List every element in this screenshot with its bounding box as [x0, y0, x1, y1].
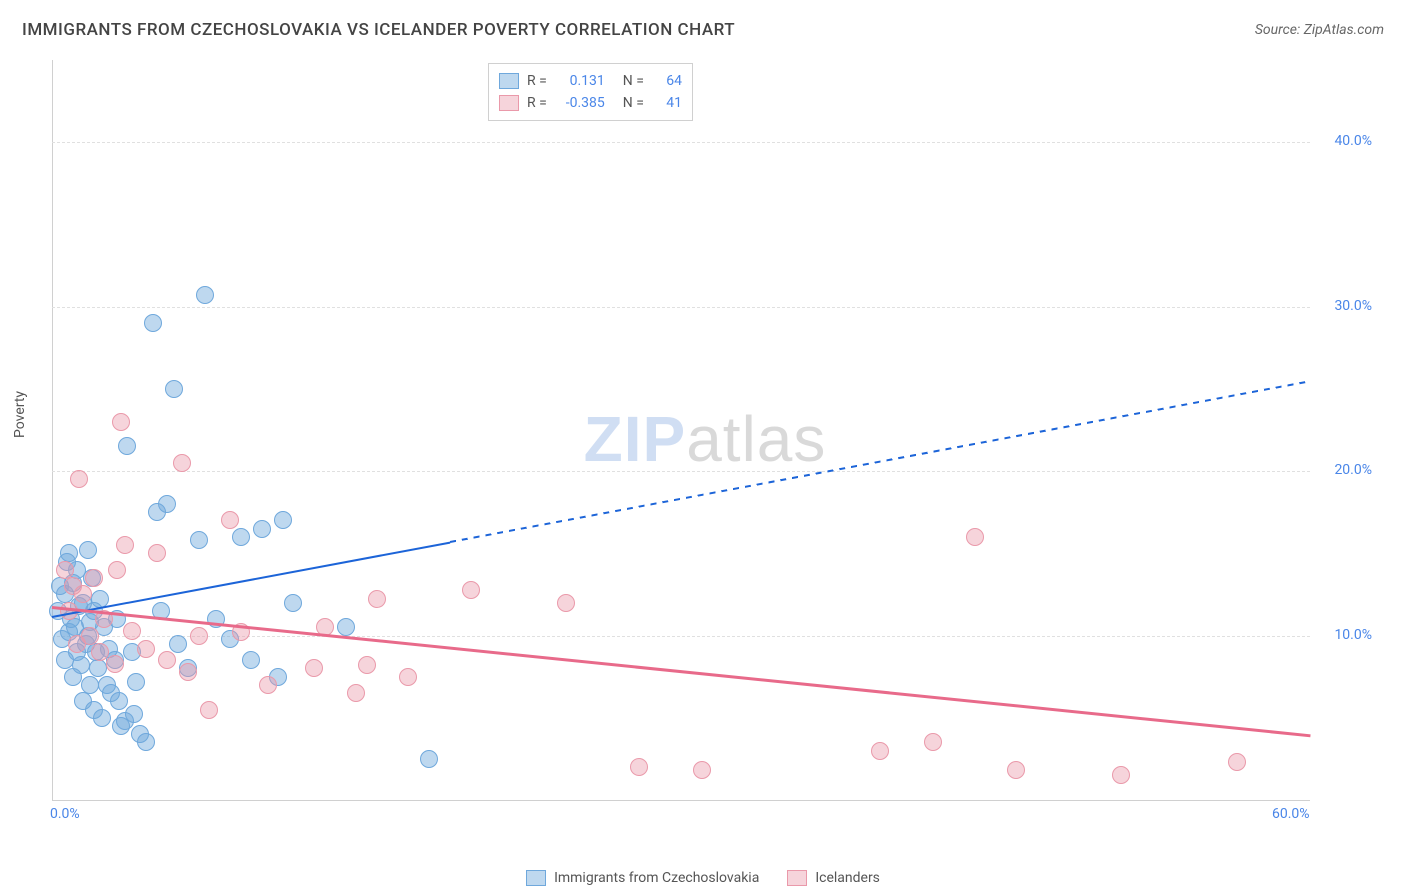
legend-r-value: -0.385: [555, 92, 605, 114]
trendline: [52, 541, 451, 617]
data-point: [966, 528, 984, 546]
data-point: [259, 676, 277, 694]
data-point: [242, 651, 260, 669]
data-point: [158, 651, 176, 669]
legend-swatch: [526, 870, 546, 886]
data-point: [110, 692, 128, 710]
data-point: [337, 618, 355, 636]
data-point: [72, 656, 90, 674]
data-point: [118, 437, 136, 455]
data-point: [1228, 753, 1246, 771]
data-point: [137, 640, 155, 658]
data-point: [179, 663, 197, 681]
data-point: [190, 627, 208, 645]
data-point: [924, 733, 942, 751]
data-point: [79, 541, 97, 559]
y-tick-label: 40.0%: [1312, 133, 1372, 149]
legend-n-value: 64: [652, 70, 682, 92]
gridline: [52, 307, 1310, 308]
plot-area: ZIPatlas 10.0%20.0%30.0%40.0%0.0%60.0%: [50, 60, 1360, 830]
data-point: [221, 511, 239, 529]
gridline: [52, 471, 1310, 472]
data-point: [693, 761, 711, 779]
data-point: [368, 590, 386, 608]
data-point: [284, 594, 302, 612]
legend-row: R = 0.131 N = 64: [499, 70, 682, 92]
data-point: [1112, 766, 1130, 784]
legend-row: R = -0.385 N = 41: [499, 92, 682, 114]
data-point: [305, 659, 323, 677]
bottom-legend-item: Immigrants from Czechoslovakia: [526, 870, 759, 886]
data-point: [123, 622, 141, 640]
legend-n-label: N =: [623, 92, 644, 114]
data-point: [190, 531, 208, 549]
data-point: [173, 454, 191, 472]
data-point: [165, 380, 183, 398]
source-label: Source: ZipAtlas.com: [1255, 22, 1384, 38]
data-point: [81, 676, 99, 694]
data-point: [274, 511, 292, 529]
y-tick-label: 30.0%: [1312, 298, 1372, 314]
legend-series-name: Immigrants from Czechoslovakia: [554, 870, 759, 886]
data-point: [116, 536, 134, 554]
legend-r-label: R =: [527, 92, 547, 114]
data-point: [169, 635, 187, 653]
data-point: [125, 705, 143, 723]
data-point: [347, 684, 365, 702]
trendline: [52, 606, 1310, 737]
legend-correlation-box: R = 0.131 N = 64 R = -0.385 N = 41: [488, 63, 693, 121]
x-axis: [52, 800, 1310, 801]
data-point: [557, 594, 575, 612]
data-point: [74, 585, 92, 603]
data-point: [108, 561, 126, 579]
chart-area: ZIPatlas 10.0%20.0%30.0%40.0%0.0%60.0% R…: [50, 60, 1360, 830]
data-point: [106, 655, 124, 673]
data-point: [158, 495, 176, 513]
data-point: [93, 709, 111, 727]
legend-r-value: 0.131: [555, 70, 605, 92]
data-point: [1007, 761, 1025, 779]
data-point: [85, 569, 103, 587]
watermark: ZIPatlas: [584, 402, 827, 476]
legend-swatch: [499, 73, 519, 89]
legend-r-label: R =: [527, 70, 547, 92]
data-point: [112, 413, 130, 431]
bottom-legend: Immigrants from Czechoslovakia Icelanders: [0, 870, 1406, 886]
data-point: [144, 314, 162, 332]
data-point: [127, 673, 145, 691]
y-axis: [52, 60, 53, 800]
legend-swatch: [499, 95, 519, 111]
data-point: [630, 758, 648, 776]
x-tick-label: 0.0%: [50, 806, 80, 822]
data-point: [253, 520, 271, 538]
legend-n-label: N =: [623, 70, 644, 92]
trendline: [450, 381, 1310, 544]
chart-title: IMMIGRANTS FROM CZECHOSLOVAKIA VS ICELAN…: [22, 20, 735, 40]
data-point: [81, 627, 99, 645]
y-axis-label: Poverty: [12, 391, 28, 438]
data-point: [148, 544, 166, 562]
data-point: [462, 581, 480, 599]
y-tick-label: 10.0%: [1312, 627, 1372, 643]
data-point: [358, 656, 376, 674]
legend-series-name: Icelanders: [815, 870, 880, 886]
data-point: [399, 668, 417, 686]
data-point: [89, 659, 107, 677]
x-tick-label: 60.0%: [1272, 806, 1310, 822]
data-point: [196, 286, 214, 304]
data-point: [56, 561, 74, 579]
data-point: [70, 470, 88, 488]
legend-n-value: 41: [652, 92, 682, 114]
legend-swatch: [787, 870, 807, 886]
gridline: [52, 142, 1310, 143]
data-point: [871, 742, 889, 760]
data-point: [232, 528, 250, 546]
y-tick-label: 20.0%: [1312, 462, 1372, 478]
bottom-legend-item: Icelanders: [787, 870, 880, 886]
data-point: [137, 733, 155, 751]
data-point: [200, 701, 218, 719]
data-point: [420, 750, 438, 768]
